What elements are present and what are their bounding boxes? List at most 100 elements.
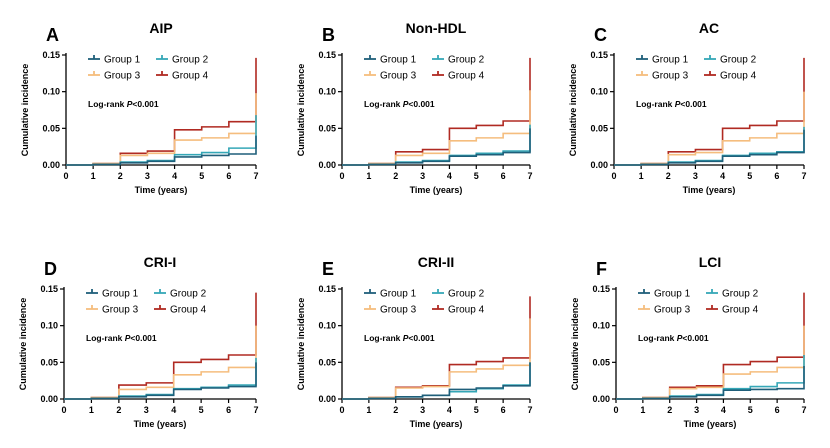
y-tick-label: 0.00 <box>592 394 610 404</box>
legend-label: Group 4 <box>722 305 759 316</box>
legend-label: Group 1 <box>380 55 417 66</box>
chart-title: CRI-II <box>418 254 455 270</box>
y-tick-label: 0.10 <box>318 87 336 97</box>
log-rank-annotation: Log-rank P<0.001 <box>638 333 709 343</box>
x-tick-label: 6 <box>501 171 506 181</box>
x-tick-label: 7 <box>801 405 806 415</box>
legend-label: Group 3 <box>380 71 417 82</box>
legend-label: Group 4 <box>720 71 757 82</box>
y-tick-label: 0.00 <box>40 394 58 404</box>
panel-letter: F <box>596 259 607 279</box>
x-tick-label: 1 <box>639 171 644 181</box>
legend-label: Group 2 <box>170 289 207 300</box>
chart-panel-b: B Non-HDL 0 1 2 3 4 5 6 7 0.00 0.05 0.10 0.15 Time (ye… <box>296 20 533 195</box>
y-tick-label: 0.05 <box>40 357 58 367</box>
legend-label: Group 3 <box>652 71 689 82</box>
x-tick-label: 0 <box>63 171 68 181</box>
series-line-group-4 <box>342 296 531 400</box>
y-tick-label: 0.05 <box>590 123 608 133</box>
log-rank-annotation: Log-rank P<0.001 <box>364 99 435 109</box>
annotation-p: P <box>403 99 409 109</box>
annotation-prefix: Log-rank <box>86 333 125 343</box>
legend-label: Group 4 <box>170 305 207 316</box>
series-line-group-1 <box>614 129 805 166</box>
chart-panel-a: A AIP 0 1 2 3 4 5 6 7 0.00 0.05 0.10 0.15 Time (years)… <box>20 20 259 195</box>
series-line-group-1 <box>342 362 531 400</box>
x-tick-label: 2 <box>116 405 121 415</box>
x-tick-label: 0 <box>339 405 344 415</box>
x-tick-label: 5 <box>199 405 204 415</box>
chart-title: CRI-I <box>144 254 177 270</box>
y-tick-label: 0.10 <box>42 87 60 97</box>
x-tick-label: 1 <box>89 405 94 415</box>
annotation-p: P <box>125 333 131 343</box>
x-tick-label: 0 <box>611 171 616 181</box>
chart-panel-c: C AC 0 1 2 3 4 5 6 7 0.00 0.05 0.10 0.15 Time (years) C… <box>568 20 807 195</box>
x-tick-label: 5 <box>199 171 204 181</box>
x-tick-label: 4 <box>447 171 452 181</box>
x-axis-label: Time (years) <box>135 185 188 195</box>
annotation-suffix: <0.001 <box>408 333 435 343</box>
y-axis-label: Cumulative incidence <box>18 298 28 391</box>
x-tick-label: 0 <box>61 405 66 415</box>
series-line-group-2 <box>342 124 531 166</box>
x-tick-label: 2 <box>666 171 671 181</box>
y-tick-label: 0.00 <box>590 160 608 170</box>
chart-title: LCI <box>699 254 722 270</box>
legend-label: Group 2 <box>448 55 485 66</box>
x-tick-label: 6 <box>501 405 506 415</box>
annotation-prefix: Log-rank <box>636 99 675 109</box>
x-tick-label: 1 <box>366 405 371 415</box>
series-line-group-2 <box>614 126 805 166</box>
x-tick-label: 3 <box>693 171 698 181</box>
y-tick-label: 0.15 <box>42 50 60 60</box>
series-line-group-1 <box>342 128 531 166</box>
legend-label: Group 3 <box>654 305 691 316</box>
x-tick-label: 7 <box>801 171 806 181</box>
annotation-suffix: <0.001 <box>132 99 159 109</box>
y-axis-label: Cumulative incidence <box>570 298 580 391</box>
y-tick-label: 0.00 <box>318 160 336 170</box>
series-line-group-1 <box>66 135 257 166</box>
chart-panel-e: E CRI-II 0 1 2 3 4 5 6 7 0.00 0.05 0.10 0.15 Time (yea… <box>296 254 533 429</box>
log-rank-annotation: Log-rank P<0.001 <box>636 99 707 109</box>
y-tick-label: 0.10 <box>590 87 608 97</box>
x-axis-label: Time (years) <box>410 185 463 195</box>
y-tick-label: 0.15 <box>592 284 610 294</box>
chart-panel-d: D CRI-I 0 1 2 3 4 5 6 7 0.00 0.05 0.10 0.15 Time (year… <box>18 254 259 429</box>
annotation-prefix: Log-rank <box>638 333 677 343</box>
x-tick-label: 6 <box>226 405 231 415</box>
x-tick-label: 3 <box>420 405 425 415</box>
legend-label: Group 3 <box>380 305 417 316</box>
x-tick-label: 7 <box>527 171 532 181</box>
y-tick-label: 0.15 <box>40 284 58 294</box>
x-tick-label: 4 <box>447 405 452 415</box>
log-rank-annotation: Log-rank P<0.001 <box>88 99 159 109</box>
x-tick-label: 7 <box>253 405 258 415</box>
y-tick-label: 0.15 <box>318 284 336 294</box>
x-tick-label: 4 <box>721 405 726 415</box>
x-axis-label: Time (years) <box>684 419 737 429</box>
y-tick-label: 0.00 <box>318 394 336 404</box>
y-tick-label: 0.15 <box>590 50 608 60</box>
y-tick-label: 0.05 <box>592 357 610 367</box>
x-tick-label: 0 <box>613 405 618 415</box>
legend-label: Group 1 <box>380 289 417 300</box>
x-tick-label: 5 <box>747 171 752 181</box>
x-tick-label: 3 <box>144 405 149 415</box>
panel-letter: E <box>322 259 334 279</box>
x-tick-label: 3 <box>420 171 425 181</box>
x-tick-label: 0 <box>339 171 344 181</box>
panel-letter: A <box>46 25 59 45</box>
legend-label: Group 2 <box>722 289 759 300</box>
x-tick-label: 1 <box>366 171 371 181</box>
x-tick-label: 2 <box>393 405 398 415</box>
log-rank-annotation: Log-rank P<0.001 <box>86 333 157 343</box>
legend-label: Group 3 <box>104 71 141 82</box>
legend-label: Group 4 <box>172 71 209 82</box>
legend-label: Group 2 <box>448 289 485 300</box>
legend-label: Group 1 <box>102 289 139 300</box>
x-tick-label: 6 <box>775 405 780 415</box>
annotation-p: P <box>127 99 133 109</box>
